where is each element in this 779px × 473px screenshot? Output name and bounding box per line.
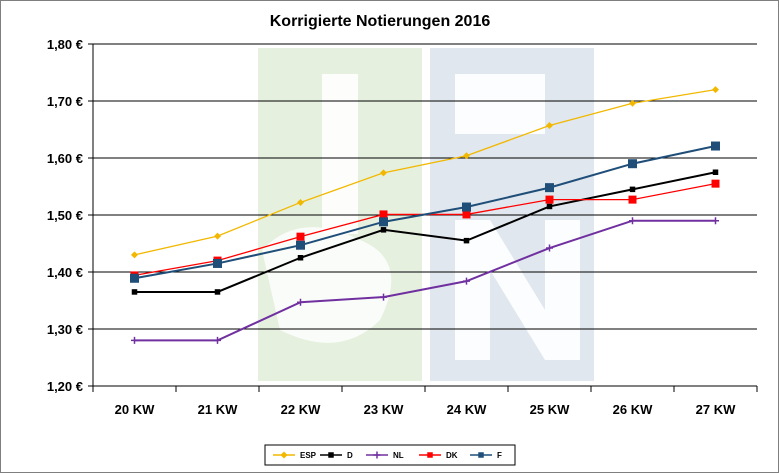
data-point	[463, 237, 470, 244]
data-point	[380, 293, 387, 301]
series-esp	[131, 86, 719, 259]
data-point	[546, 244, 553, 252]
watermark-letter	[455, 74, 545, 134]
x-tick-label: 27 KW	[696, 402, 736, 417]
legend-box	[264, 444, 516, 466]
x-tick-label: 24 KW	[447, 402, 487, 417]
data-point	[712, 169, 719, 175]
y-tick-label: 1,70 €	[47, 94, 83, 109]
series-d	[131, 169, 719, 295]
data-point	[380, 227, 387, 233]
x-tick-label: 22 KW	[281, 402, 321, 417]
data-point	[628, 159, 637, 169]
legend-label: ESP	[300, 451, 317, 460]
data-point	[280, 451, 288, 459]
series-layer	[130, 86, 720, 344]
data-point	[296, 232, 305, 241]
y-tick-label: 1,20 €	[47, 379, 83, 394]
series-nl	[131, 217, 719, 344]
series-line	[134, 219, 716, 342]
data-point	[462, 210, 471, 219]
x-tick-label: 25 KW	[530, 402, 570, 417]
data-point	[629, 99, 636, 107]
data-point	[712, 217, 719, 225]
x-tick-label: 21 KW	[198, 402, 238, 417]
data-point	[629, 217, 636, 225]
data-point	[214, 336, 221, 344]
axes: 20 KW 21 KW 22 KW 23 KW 24 KW 25 KW 26 KW 27 KW	[92, 44, 758, 417]
legend-item-esp: ESP	[273, 451, 317, 460]
data-point	[213, 258, 222, 268]
data-point	[297, 298, 304, 306]
data-point	[379, 217, 388, 227]
y-tick-label: 1,80 €	[47, 37, 83, 52]
legend-label: DK	[446, 451, 458, 460]
data-point	[629, 186, 636, 193]
data-point	[478, 452, 484, 458]
data-point	[545, 195, 554, 204]
data-point	[545, 183, 554, 193]
data-point	[379, 210, 388, 219]
data-point	[131, 251, 138, 259]
data-point	[427, 452, 433, 458]
series-line	[134, 88, 716, 256]
legend-label: D	[347, 451, 353, 460]
data-point	[373, 451, 381, 459]
data-point	[711, 179, 720, 188]
data-point	[296, 240, 305, 250]
x-tick-label: 20 KW	[115, 402, 155, 417]
watermark-letter	[262, 227, 392, 343]
y-tick-label: 1,60 €	[47, 151, 83, 166]
series-line	[134, 145, 716, 280]
series-line	[134, 171, 716, 293]
y-tick-label: 1,50 €	[47, 208, 83, 223]
data-point	[462, 202, 471, 212]
data-point	[712, 86, 719, 94]
data-point	[214, 232, 221, 240]
data-point	[297, 198, 304, 206]
legend-item-dk: DK	[419, 451, 458, 460]
data-point	[628, 195, 637, 204]
data-point	[711, 141, 720, 151]
data-point	[214, 289, 221, 295]
chart-title: Korrigierte Notierungen 2016	[270, 13, 491, 30]
data-point	[463, 152, 470, 160]
data-point	[130, 273, 139, 283]
legend-label: F	[497, 451, 502, 460]
y-tick-label: 1,40 €	[47, 265, 83, 280]
data-point	[131, 289, 138, 295]
x-tick-label: 23 KW	[364, 402, 404, 417]
data-point	[546, 203, 553, 210]
data-point	[463, 277, 470, 285]
legend-label: NL	[393, 451, 404, 460]
legend-item-d: D	[320, 451, 353, 460]
data-point	[328, 452, 334, 458]
watermark-letter	[322, 74, 358, 234]
data-point	[131, 336, 138, 344]
y-tick-label: 1,30 €	[47, 322, 83, 337]
data-point	[297, 255, 304, 261]
legend-item-nl: NL	[366, 451, 404, 460]
data-point	[546, 122, 553, 130]
series-f	[130, 141, 720, 283]
watermark-letter	[455, 220, 580, 360]
legend: ESP D NL DK F	[264, 444, 516, 466]
legend-item-f: F	[470, 451, 502, 460]
x-tick-label: 26 KW	[613, 402, 653, 417]
data-point	[380, 169, 387, 177]
